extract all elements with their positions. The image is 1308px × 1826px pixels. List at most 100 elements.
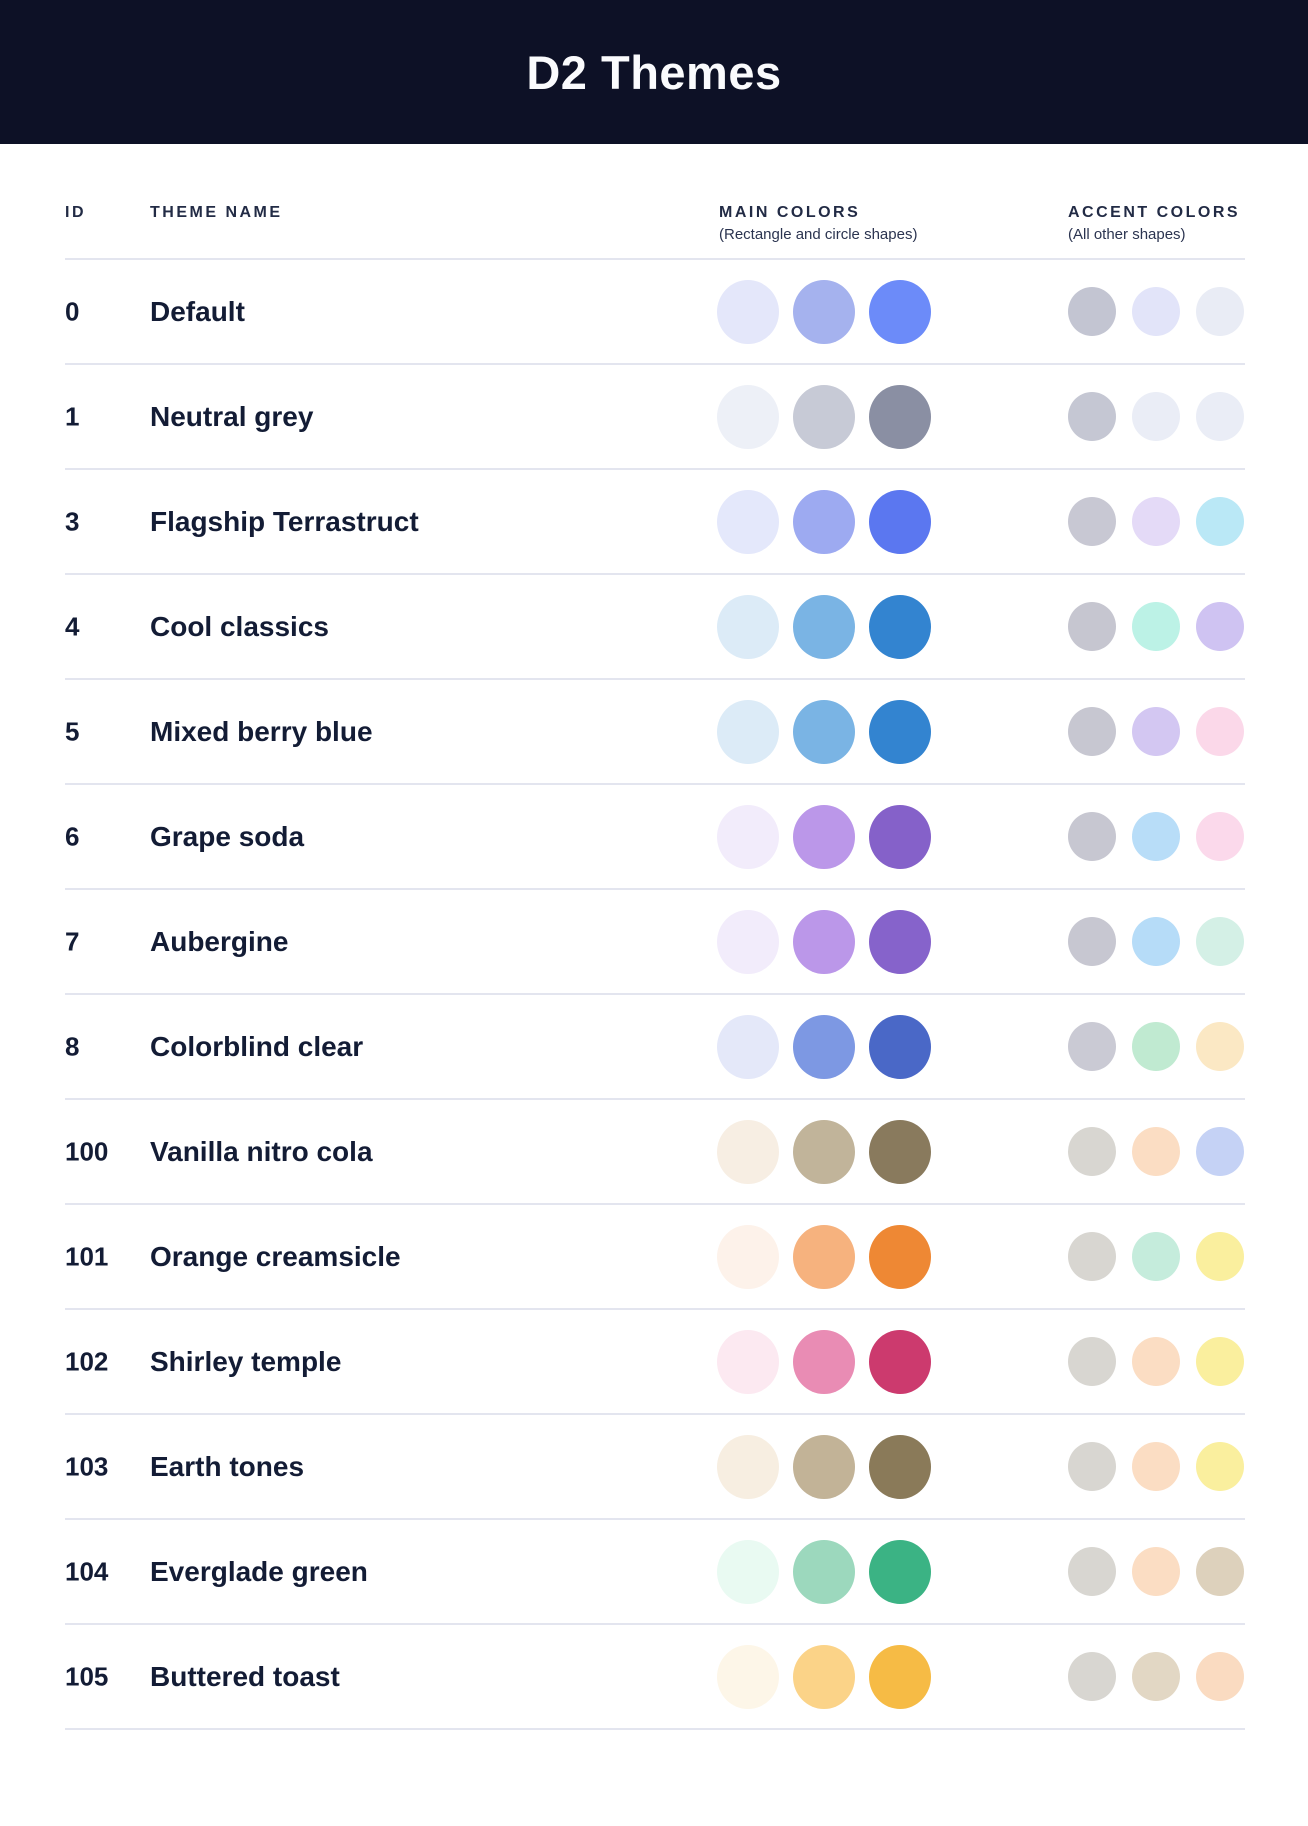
main-color-swatch [793, 1644, 855, 1709]
main-color-swatches [717, 1520, 931, 1623]
table-row: 8 Colorblind clear [65, 995, 1245, 1100]
theme-id: 105 [65, 1661, 109, 1691]
accent-color-swatch [1068, 1232, 1116, 1281]
theme-name: Cool classics [150, 610, 329, 642]
accent-color-swatch [1068, 602, 1116, 651]
accent-color-swatch [1068, 1442, 1116, 1491]
table-row: 104 Everglade green [65, 1520, 1245, 1625]
accent-color-swatch [1196, 917, 1244, 966]
main-color-swatch [869, 1329, 931, 1394]
accent-color-swatch [1132, 1337, 1180, 1386]
main-color-swatches [717, 680, 931, 783]
table-row: 7 Aubergine [65, 890, 1245, 995]
main-color-swatch [793, 804, 855, 869]
theme-id: 0 [65, 296, 80, 326]
accent-color-swatches [1068, 365, 1244, 468]
main-color-swatch [793, 384, 855, 449]
accent-color-swatch [1132, 812, 1180, 861]
main-color-swatch [869, 1014, 931, 1079]
theme-rows: 0 Default 1 Neutral grey 3 Flagship Terr… [65, 260, 1245, 1730]
main-color-swatch [717, 1119, 779, 1184]
theme-id: 4 [65, 611, 80, 641]
main-color-swatch [717, 489, 779, 554]
accent-color-swatch [1132, 1232, 1180, 1281]
page-title: D2 Themes [526, 45, 782, 99]
main-color-swatches [717, 470, 931, 573]
theme-name: Default [150, 295, 245, 327]
main-color-swatch [869, 909, 931, 974]
main-color-swatch [869, 1644, 931, 1709]
accent-color-swatch [1068, 287, 1116, 336]
main-color-swatches [717, 575, 931, 678]
main-color-swatches [717, 1415, 931, 1518]
accent-color-swatches [1068, 890, 1244, 993]
accent-color-swatch [1132, 392, 1180, 441]
accent-color-swatch [1196, 1547, 1244, 1596]
accent-color-swatch [1068, 812, 1116, 861]
main-color-swatches [717, 890, 931, 993]
main-color-swatches [717, 1310, 931, 1413]
theme-id: 101 [65, 1241, 109, 1271]
theme-id: 6 [65, 821, 80, 851]
accent-colors-label: ACCENT COLORS [1068, 204, 1241, 221]
main-color-swatch [717, 804, 779, 869]
theme-id: 5 [65, 716, 80, 746]
main-color-swatches [717, 365, 931, 468]
main-color-swatch [717, 1539, 779, 1604]
accent-color-swatch [1132, 1442, 1180, 1491]
table-row: 103 Earth tones [65, 1415, 1245, 1520]
theme-name: Aubergine [150, 925, 289, 957]
column-header-theme-name: THEME NAME [150, 204, 283, 221]
table-row: 105 Buttered toast [65, 1625, 1245, 1730]
accent-color-swatch [1068, 917, 1116, 966]
main-color-swatch [717, 1014, 779, 1079]
theme-name: Vanilla nitro cola [150, 1135, 373, 1167]
main-colors-subtitle: (Rectangle and circle shapes) [719, 226, 918, 243]
main-color-swatches [717, 1625, 931, 1728]
accent-colors-subtitle: (All other shapes) [1068, 226, 1186, 243]
theme-id: 1 [65, 401, 80, 431]
accent-color-swatch [1132, 1652, 1180, 1701]
accent-color-swatches [1068, 1310, 1244, 1413]
table-row: 4 Cool classics [65, 575, 1245, 680]
accent-color-swatch [1068, 497, 1116, 546]
accent-color-swatch [1068, 1337, 1116, 1386]
main-color-swatch [869, 594, 931, 659]
main-color-swatch [793, 1434, 855, 1499]
theme-id: 100 [65, 1136, 109, 1166]
main-color-swatches [717, 995, 931, 1098]
accent-color-swatches [1068, 575, 1244, 678]
main-color-swatch [793, 489, 855, 554]
theme-id: 104 [65, 1556, 109, 1586]
title-band: D2 Themes [0, 0, 1308, 144]
accent-color-swatch [1196, 1337, 1244, 1386]
main-colors-label: MAIN COLORS [719, 204, 861, 221]
theme-name: Everglade green [150, 1555, 368, 1587]
column-header-id: ID [65, 204, 86, 221]
main-color-swatch [793, 1329, 855, 1394]
main-color-swatch [869, 489, 931, 554]
accent-color-swatch [1196, 287, 1244, 336]
theme-name: Grape soda [150, 820, 305, 852]
accent-color-swatches [1068, 995, 1244, 1098]
table-row: 3 Flagship Terrastruct [65, 470, 1245, 575]
main-color-swatch [793, 909, 855, 974]
accent-color-swatch [1068, 707, 1116, 756]
main-color-swatch [869, 384, 931, 449]
theme-name: Mixed berry blue [150, 715, 373, 747]
main-color-swatch [717, 1644, 779, 1709]
main-color-swatch [717, 594, 779, 659]
accent-color-swatch [1068, 392, 1116, 441]
table-row: 5 Mixed berry blue [65, 680, 1245, 785]
theme-name: Shirley temple [150, 1345, 342, 1377]
main-color-swatch [869, 804, 931, 869]
main-color-swatches [717, 785, 931, 888]
accent-color-swatch [1196, 812, 1244, 861]
main-color-swatch [869, 279, 931, 344]
accent-color-swatches [1068, 785, 1244, 888]
main-color-swatch [793, 279, 855, 344]
accent-color-swatch [1196, 392, 1244, 441]
accent-color-swatch [1132, 707, 1180, 756]
main-color-swatches [717, 1205, 931, 1308]
accent-color-swatch [1196, 1127, 1244, 1176]
